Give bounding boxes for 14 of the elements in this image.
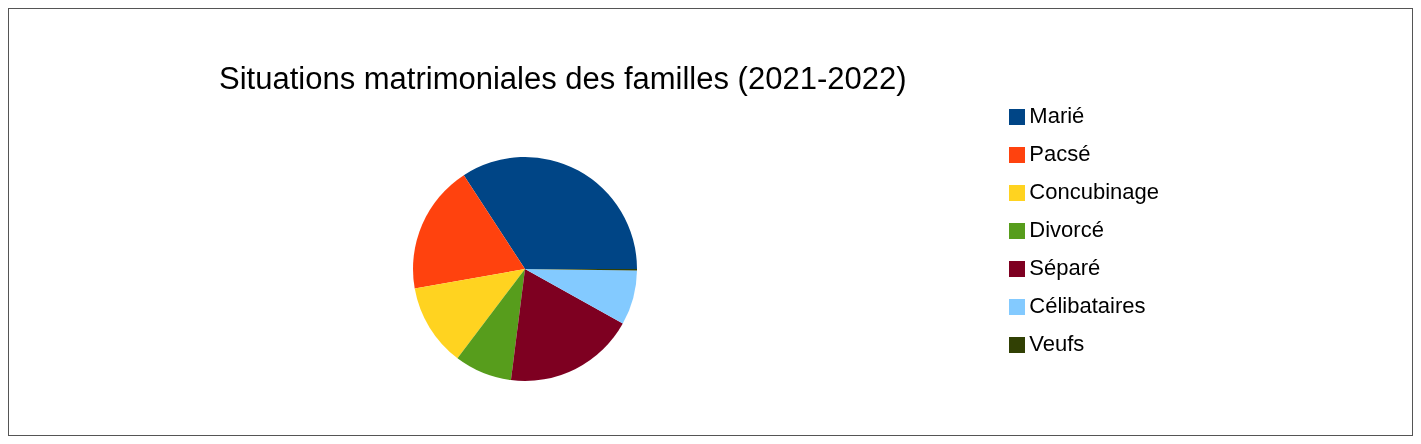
pie-slice — [510, 269, 623, 381]
legend-label: Divorcé — [1029, 217, 1104, 242]
chart-title: Situations matrimoniales des familles (2021-2022) — [219, 61, 907, 97]
pie-slice — [414, 269, 525, 359]
legend-label: Marié — [1029, 103, 1085, 128]
legend-label: Séparé — [1029, 255, 1101, 280]
pie-slice — [457, 269, 525, 381]
pie-slice — [525, 269, 637, 324]
legend-label: Concubinage — [1029, 179, 1159, 204]
pie-slice — [463, 157, 637, 269]
legend-label: Veufs — [1029, 331, 1085, 356]
pie-slice — [413, 175, 525, 289]
legend-label: Célibataires — [1029, 293, 1146, 318]
legend-label: Pacsé — [1029, 141, 1091, 166]
